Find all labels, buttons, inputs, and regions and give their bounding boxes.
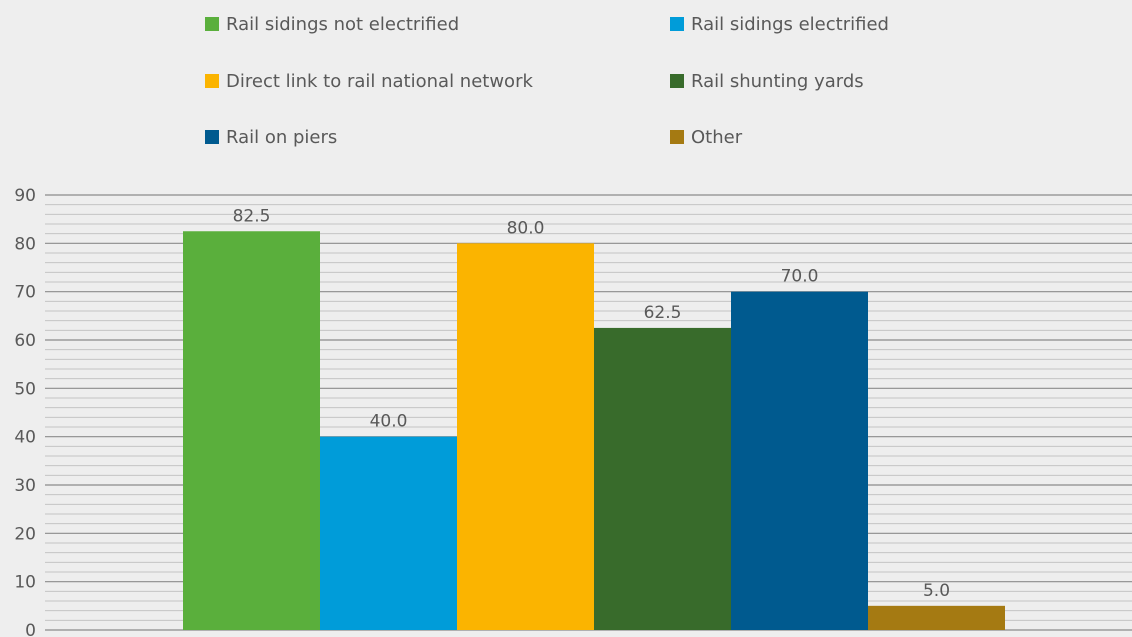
data-label: 82.5 [233,206,271,226]
legend-item: Rail sidings electrified [670,14,889,35]
y-tick-label: 60 [14,331,36,351]
bar [320,436,457,630]
data-label: 40.0 [370,412,408,432]
y-tick-label: 10 [14,573,36,593]
y-tick-label: 50 [14,379,36,399]
legend-label: Rail sidings not electrified [226,14,459,35]
legend-label: Rail on piers [226,127,337,148]
legend-label: Rail sidings electrified [691,14,889,35]
legend-swatch [205,130,219,144]
bar [457,243,594,631]
bar [183,231,320,630]
data-label: 70.0 [781,267,819,287]
legend-item: Rail on piers [205,127,337,148]
y-axis-ticks: 0 10 20 30 40 50 60 70 80 90 [14,186,36,637]
data-label: 62.5 [644,303,682,323]
bars [183,231,1005,631]
legend-swatch [205,74,219,88]
y-tick-label: 40 [14,428,36,448]
data-labels: 82.5 40.0 80.0 62.5 70.0 5.0 [233,206,950,601]
legend-item: Rail shunting yards [670,71,864,92]
y-tick-label: 70 [14,283,36,303]
legend-item: Other [670,127,743,148]
bar [868,605,1005,630]
legend-swatch [670,74,684,88]
y-tick-label: 0 [25,621,36,637]
y-tick-label: 30 [14,476,36,496]
bar [731,291,868,630]
legend: Rail sidings not electrified Rail sidings… [205,14,889,148]
legend-item: Direct link to rail national network [205,71,533,92]
legend-swatch [670,130,684,144]
legend-label: Other [691,127,743,148]
data-label: 5.0 [923,581,950,601]
legend-label: Direct link to rail national network [226,71,533,92]
y-tick-label: 90 [14,186,36,206]
y-tick-label: 80 [14,234,36,254]
data-label: 80.0 [507,218,545,238]
legend-label: Rail shunting yards [691,71,864,92]
legend-swatch [205,17,219,31]
bar [594,327,731,630]
legend-swatch [670,17,684,31]
legend-item: Rail sidings not electrified [205,14,459,35]
y-tick-label: 20 [14,524,36,544]
